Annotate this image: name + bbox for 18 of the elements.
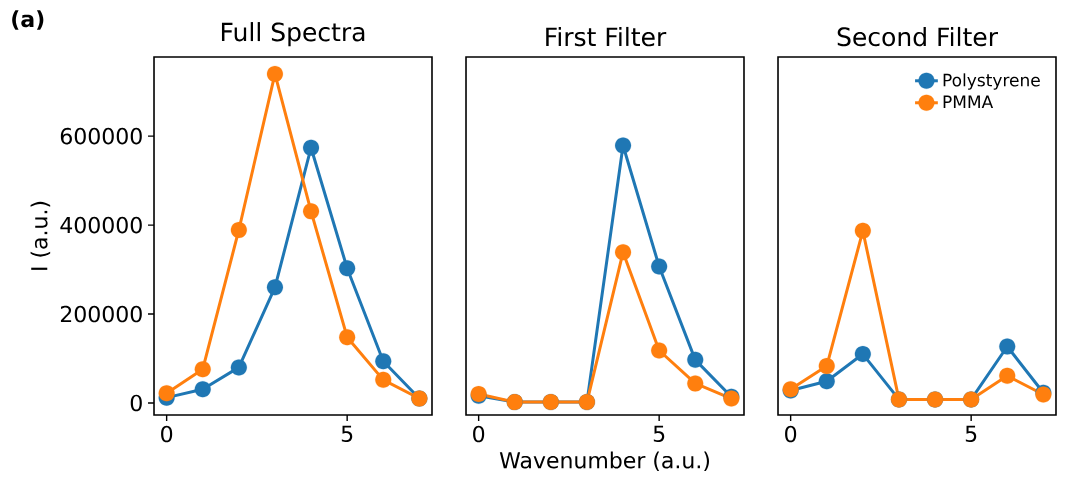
chart-title: Second Filter <box>837 26 998 47</box>
x-tick-label: 5 <box>341 425 353 443</box>
text: (a) <box>12 10 44 30</box>
x-tick-label: 0 <box>785 425 797 443</box>
x-tick-label: 5 <box>653 425 665 443</box>
y-tick-label: 600000 <box>60 127 142 145</box>
y-tick-label: 400000 <box>60 216 142 234</box>
chart-title: Full Spectra <box>221 22 365 47</box>
y-tick-label: 0 <box>130 394 142 412</box>
y-tick-label: 200000 <box>60 305 142 323</box>
legend-label: Polystyrene <box>943 73 1040 90</box>
y-axis-title: I (a.u.) <box>30 201 51 270</box>
x-tick-label: 0 <box>161 425 173 443</box>
x-tick-label: 5 <box>965 425 977 443</box>
x-axis-title: Wavenumber (a.u.) <box>499 451 710 472</box>
chart-title: First Filter <box>546 26 667 47</box>
x-tick-label: 0 <box>473 425 485 443</box>
legend-label: PMMA <box>943 95 994 108</box>
